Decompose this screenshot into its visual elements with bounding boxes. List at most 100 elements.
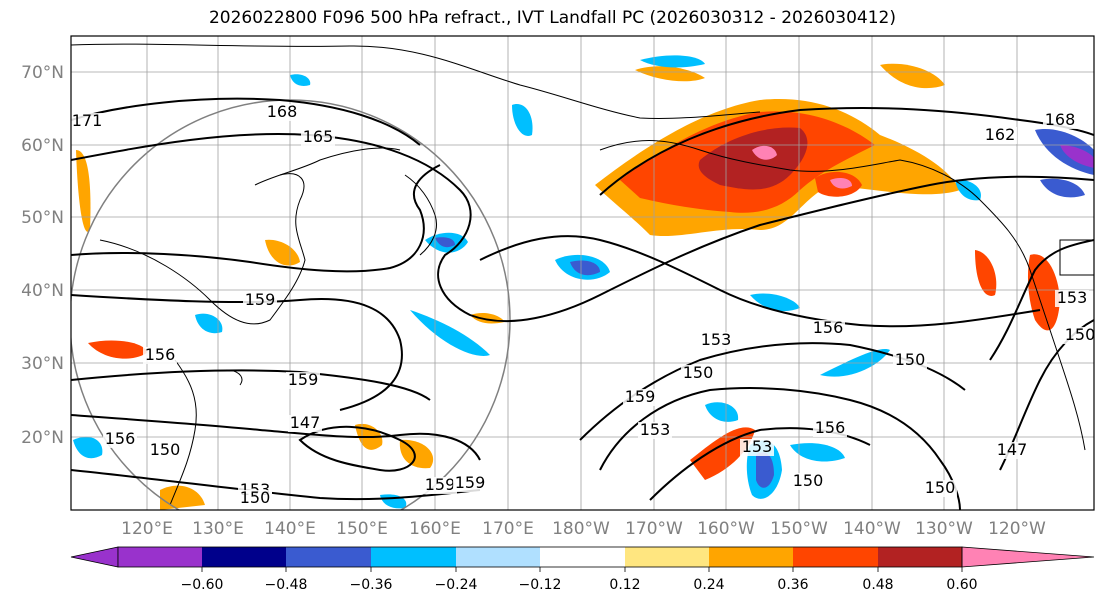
contour-label-bg xyxy=(103,431,137,448)
negative-anomaly-5 xyxy=(195,313,223,334)
contour-label: 165 xyxy=(303,127,334,146)
colorbar-tick-label: −0.12 xyxy=(519,577,562,593)
colorbar-segment xyxy=(625,547,709,567)
positive-anomaly-south xyxy=(690,427,755,480)
colorbar-ticks: −0.60 −0.48 −0.36 −0.24 −0.12 0.12 0.24 0.36 0.4… xyxy=(181,567,978,593)
colorbar-segment xyxy=(793,547,878,567)
contour-label-bg xyxy=(623,389,657,406)
longitude-label: 130°W xyxy=(915,519,973,539)
negative-anomaly-14 xyxy=(290,74,311,86)
map-frame xyxy=(70,35,1095,511)
longitude-label: 160°W xyxy=(697,519,755,539)
contour-label: 150 xyxy=(895,350,926,369)
latitude-label: 60°N xyxy=(21,136,64,156)
negative-anomaly-17 xyxy=(73,436,103,459)
contour-label-bg xyxy=(699,332,733,349)
positive-anomaly-gulf-2 xyxy=(830,178,852,189)
contour-label: 153 xyxy=(640,420,671,439)
colorbar-tick-label: 0.48 xyxy=(862,577,893,593)
contour-label: 150 xyxy=(793,471,824,490)
contour-label: 159 xyxy=(455,473,486,492)
positive-anomaly-subtrop-2 xyxy=(399,439,434,469)
contour-label-bg xyxy=(143,347,177,364)
contour-label-bg xyxy=(286,372,320,389)
contour-label-bg xyxy=(453,475,487,492)
contour-label-bg xyxy=(238,490,272,507)
longitude-label: 150°W xyxy=(770,519,828,539)
contour-label: 147 xyxy=(997,440,1028,459)
longitude-label: 140°W xyxy=(843,519,901,539)
negative-anomaly-11b xyxy=(1060,145,1094,168)
contour-label: 159 xyxy=(245,290,276,309)
contour-label-bg xyxy=(681,365,715,382)
contour-label-bg xyxy=(1055,290,1089,307)
contour-labels: 171 168 165 162 168 159 156 159 147 156 150 153 156 1… xyxy=(71,102,1096,507)
contour-label: 156 xyxy=(815,418,846,437)
contour-label-bg xyxy=(995,442,1029,459)
longitude-label: 170°E xyxy=(482,519,534,539)
negative-anomaly-2b xyxy=(570,260,600,276)
negative-anomaly-6 xyxy=(750,293,800,312)
contour-label-bg xyxy=(811,320,845,337)
colorbar-extend-min xyxy=(70,546,119,568)
positive-anomaly-west-2 xyxy=(76,150,91,232)
negative-anomaly-10 xyxy=(705,402,739,422)
negative-anomaly-8b xyxy=(756,452,774,488)
contour-label: 153 xyxy=(701,330,732,349)
longitude-labels: 120°E 130°E 140°E 150°E 160°E 170°E 180°W 170°W… xyxy=(121,519,1046,539)
contour-label-bg xyxy=(638,422,672,439)
colorbar-extend-max xyxy=(961,546,1095,568)
longitude-label: 160°E xyxy=(409,519,461,539)
contour-label: 156 xyxy=(145,345,176,364)
negative-anomaly-1b xyxy=(435,237,455,248)
positive-anomaly-alaska-4 xyxy=(752,145,777,160)
latitude-label: 40°N xyxy=(21,281,64,301)
latitude-label: 20°N xyxy=(21,428,64,448)
longitude-label: 120°E xyxy=(121,519,173,539)
latitude-labels: 70°N 60°N 50°N 40°N 30°N 20°N xyxy=(21,63,64,448)
contour-label-bg xyxy=(423,477,457,494)
latitude-label: 30°N xyxy=(21,354,64,374)
negative-anomaly-3 xyxy=(410,310,490,356)
contour-label-bg xyxy=(740,439,774,456)
contour-label: 168 xyxy=(267,102,298,121)
colorbar-tick-label: −0.24 xyxy=(435,577,478,593)
colorbar-tick-label: −0.36 xyxy=(350,577,393,593)
colorbar-segment xyxy=(371,547,456,567)
colorbar-segment xyxy=(878,547,962,567)
positive-anomaly-ne xyxy=(880,63,945,89)
contour-label-bg xyxy=(301,129,335,146)
contour-label: 150 xyxy=(150,440,181,459)
contour-label: 150 xyxy=(1065,325,1096,344)
longitude-label: 150°E xyxy=(336,519,388,539)
latitude-label: 50°N xyxy=(21,208,64,228)
contour-label: 168 xyxy=(1045,110,1076,129)
colorbar-tick-label: −0.60 xyxy=(181,577,224,593)
colorbar-tick-label: 0.12 xyxy=(609,577,640,593)
contour-label: 150 xyxy=(925,478,956,497)
colorbar-tick-label: 0.36 xyxy=(777,577,808,593)
positive-anomaly-west xyxy=(88,340,148,359)
negative-anomaly-4 xyxy=(512,104,533,136)
coastlines xyxy=(71,43,1094,506)
colorbar-segment xyxy=(709,547,793,567)
positive-anomaly-north xyxy=(635,66,705,82)
contour-label-bg xyxy=(893,352,927,369)
colorbar-tick-label: 0.60 xyxy=(946,577,977,593)
contour-label: 159 xyxy=(625,387,656,406)
negative-anomaly-15 xyxy=(640,55,705,68)
negative-anomaly-9 xyxy=(790,443,845,462)
contour-label-bg xyxy=(243,292,277,309)
contour-label: 153 xyxy=(742,437,773,456)
contour-label: 150 xyxy=(683,363,714,382)
longitude-label: 130°E xyxy=(192,519,244,539)
longitude-label: 170°W xyxy=(625,519,683,539)
contour-label-bg xyxy=(1063,327,1094,344)
contour-label-bg xyxy=(71,113,104,130)
colorbar-segment xyxy=(540,547,625,567)
contour-label: 156 xyxy=(813,318,844,337)
contour-label-bg xyxy=(288,415,322,432)
contour-label-bg xyxy=(923,480,957,497)
